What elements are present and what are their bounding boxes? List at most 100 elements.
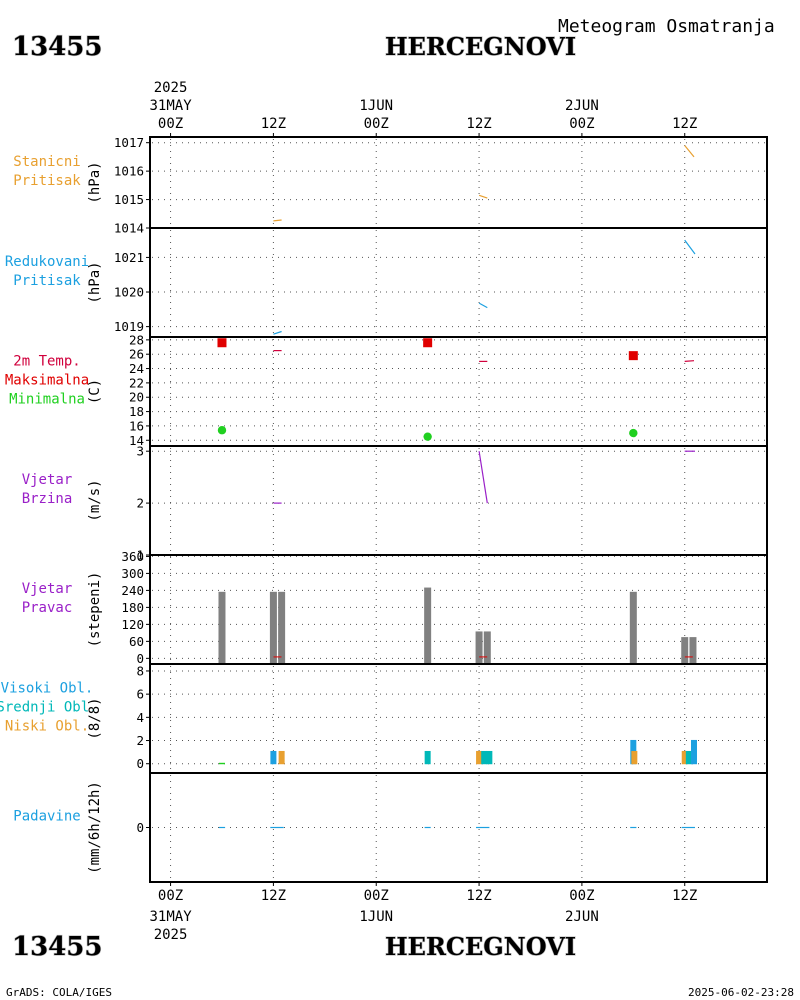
max-temp-marker	[628, 351, 638, 361]
bar	[218, 591, 226, 664]
y-tick-label: 14	[129, 433, 144, 448]
time-tick-bottom: 00Z	[158, 888, 183, 904]
panel-1: 1014 1015 1016 1017 Stanicni Pritisak (hPa)	[13, 135, 768, 236]
panel-frame	[149, 136, 768, 229]
panel-label: Minimalna	[9, 392, 85, 408]
y-tick-label: 2	[136, 496, 144, 511]
time-tick-top: 00Z	[569, 116, 594, 132]
bar	[475, 631, 483, 664]
panel-label: Pritisak	[13, 273, 81, 289]
panel-label: Pritisak	[13, 173, 81, 189]
panel-6: 0 2 4 6 8 Visoki Obl. Srednji Obl. Niski Obl.(8…	[0, 663, 768, 774]
bar	[681, 750, 688, 765]
panel-5: 0 60 120 180 240 300 360 Vjetar Pravac (stepeni)	[22, 549, 768, 666]
time-tick-bottom: 00Z	[569, 888, 594, 904]
max-temp-marker	[217, 338, 227, 348]
chart-root: 00Z 00Z 31MAY 31MAY 2025 2025 12Z 12Z 00Z 00Z 1JUN…	[0, 80, 768, 943]
y-tick-label: 300	[121, 566, 144, 581]
panel-label: Brzina	[22, 491, 73, 507]
y-tick-label: 16	[129, 418, 144, 433]
min-temp-marker	[217, 426, 227, 435]
panel-content	[218, 587, 697, 664]
y-tick-label: 1016	[114, 164, 144, 179]
y-tick-label: 240	[121, 583, 144, 598]
panel-label: Pravac	[22, 600, 73, 616]
y-tick-label: 180	[121, 600, 144, 615]
footer-station-name: HERCEGNOVI	[385, 932, 576, 961]
series-line	[684, 360, 695, 362]
y-tick-label: 1	[136, 548, 144, 563]
panel-content	[273, 450, 695, 504]
bar	[424, 750, 431, 765]
series-line	[273, 219, 282, 222]
y-tick-label: 8	[136, 663, 144, 678]
date-label-bottom: 31MAY	[149, 909, 192, 925]
panel-frame	[149, 663, 768, 774]
series-line	[478, 302, 488, 309]
y-tick-label: 120	[121, 617, 144, 632]
time-tick-bottom: 00Z	[364, 888, 389, 904]
series-line	[684, 145, 695, 158]
bar	[218, 762, 225, 765]
time-tick-bottom: 12Z	[466, 888, 491, 904]
panel-4: 1 2 3 Vjetar Brzina (m/s)	[22, 444, 768, 563]
bar	[424, 587, 432, 664]
footer-credit: GrADS: COLA/IGES	[6, 986, 112, 999]
y-tick-label: 4	[136, 710, 144, 725]
bar	[278, 750, 285, 765]
header-subtitle: Meteogram Osmatranja	[558, 16, 775, 37]
y-tick-label: 1015	[114, 192, 144, 207]
panel-content	[273, 239, 696, 335]
time-tick-top: 12Z	[672, 116, 697, 132]
header-station-id: 13455	[12, 32, 102, 62]
year-label-bottom: 2025	[154, 927, 188, 943]
panel-frame	[149, 554, 768, 665]
bar	[629, 591, 637, 664]
y-tick-label: 24	[129, 361, 144, 376]
y-tick-label: 28	[129, 332, 144, 347]
panel-label: Maksimalna	[5, 373, 89, 389]
y-tick-label: 20	[129, 390, 144, 405]
unit-label: (hPa)	[87, 161, 103, 203]
y-tick-label: 2	[136, 733, 144, 748]
time-tick-bottom: 12Z	[672, 888, 697, 904]
panel-7: 0 Padavine (mm/6h/12h)	[13, 772, 768, 883]
unit-label: (m/s)	[87, 479, 103, 521]
series-line	[273, 330, 282, 335]
y-tick-label: 0	[136, 820, 144, 835]
time-tick-bottom: 12Z	[261, 888, 286, 904]
panel-frame	[149, 336, 768, 447]
series-line	[478, 451, 488, 504]
bar	[631, 750, 638, 765]
panel-label: Visoki Obl.	[1, 681, 94, 697]
y-tick-label: 1017	[114, 135, 144, 150]
unit-label: (mm/6h/12h)	[87, 781, 103, 874]
time-tick-top: 12Z	[261, 116, 286, 132]
panel-label: Niski Obl.	[5, 719, 89, 735]
bar	[278, 591, 286, 664]
panel-label: Srednji Obl.	[0, 700, 98, 716]
footer-station-id: 13455	[12, 932, 102, 962]
panel-label: Redukovani	[5, 254, 89, 270]
bar	[486, 750, 493, 765]
bar	[481, 750, 488, 765]
y-tick-label: 1019	[114, 319, 144, 334]
bar	[269, 591, 277, 664]
date-label-top: 31MAY	[149, 98, 192, 114]
panel-label: 2m Temp.	[13, 354, 80, 370]
y-tick-label: 1020	[114, 285, 144, 300]
panel-label: Stanicni	[13, 154, 80, 170]
unit-label: (hPa)	[87, 261, 103, 303]
header-station-name: HERCEGNOVI	[385, 32, 576, 61]
panel-content	[217, 338, 695, 441]
time-tick-top: 00Z	[158, 116, 183, 132]
panel-frame	[149, 445, 768, 556]
y-tick-label: 26	[129, 347, 144, 362]
bar	[476, 750, 483, 765]
panel-content	[273, 145, 695, 222]
date-label-top: 2JUN	[565, 98, 599, 114]
panel-label: Padavine	[13, 809, 80, 825]
max-temp-marker	[423, 338, 433, 348]
